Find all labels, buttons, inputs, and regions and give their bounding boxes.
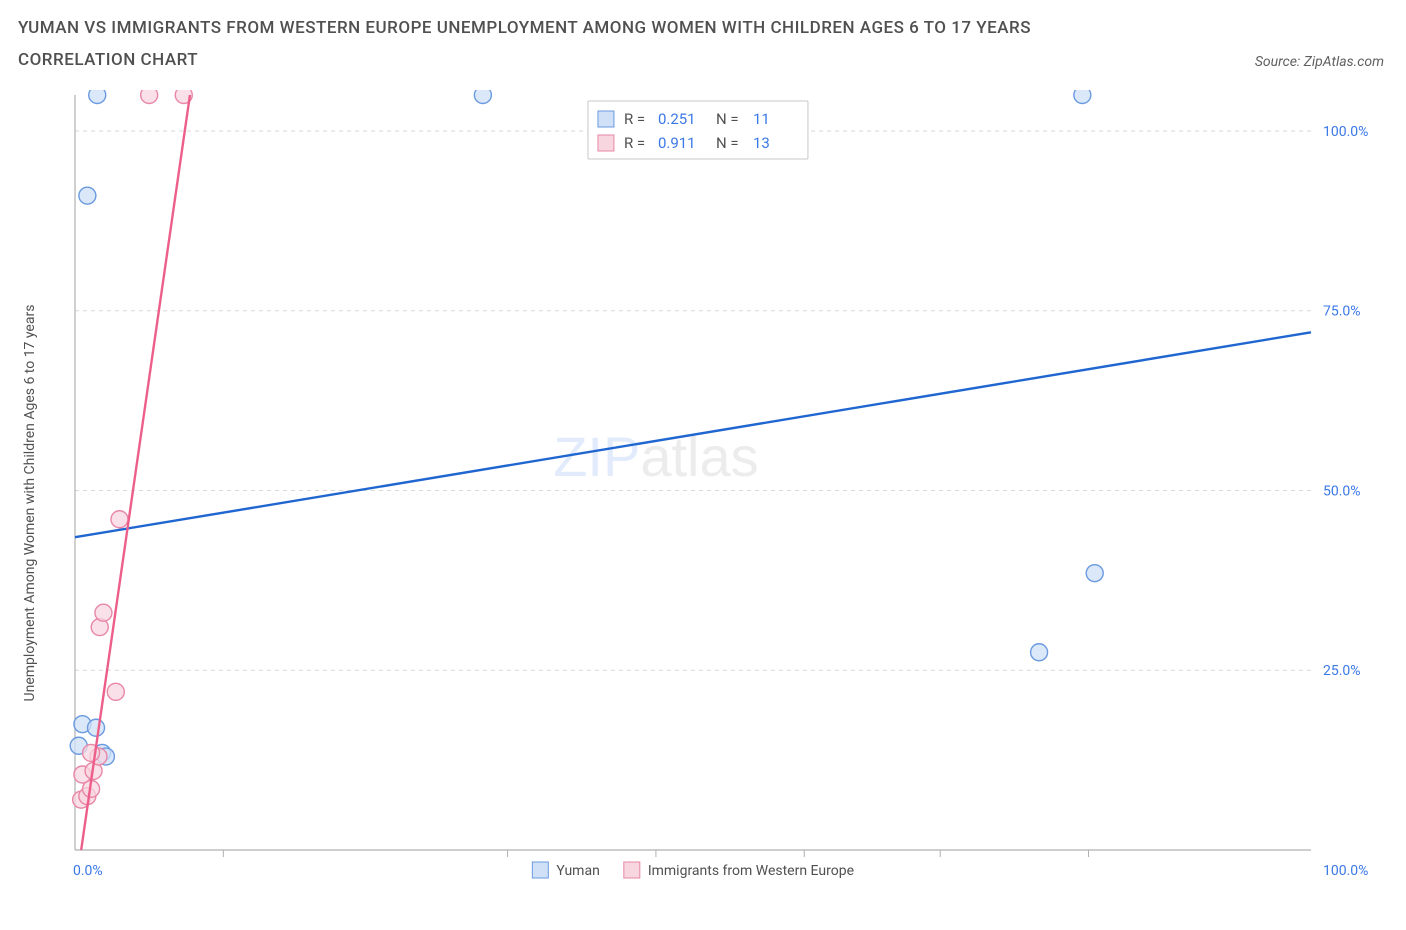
y-tick-label: 75.0% <box>1323 304 1361 320</box>
stat-n-value: 11 <box>753 110 770 128</box>
source-name: ZipAtlas.com <box>1304 54 1384 70</box>
stat-n-value: 13 <box>753 134 770 152</box>
data-point <box>89 90 106 104</box>
legend-swatch <box>598 111 614 127</box>
data-point <box>1031 644 1048 661</box>
data-point <box>1074 90 1091 104</box>
stats-legend <box>588 101 808 159</box>
stat-r-value: 0.911 <box>658 134 696 152</box>
stat-n-label: N = <box>716 134 739 152</box>
data-point <box>111 511 128 528</box>
data-point <box>1086 565 1103 582</box>
trend-line <box>75 332 1311 537</box>
legend-swatch <box>532 862 548 878</box>
data-point <box>107 683 124 700</box>
x-min-label: 0.0% <box>73 863 103 879</box>
y-axis-label: Unemployment Among Women with Children A… <box>22 253 38 753</box>
source-attribution: Source: ZipAtlas.com <box>1255 54 1384 70</box>
stat-r-label: R = <box>624 110 645 128</box>
y-tick-label: 25.0% <box>1323 663 1361 679</box>
x-max-label: 100.0% <box>1323 863 1368 879</box>
stat-r-value: 0.251 <box>658 110 696 128</box>
data-point <box>88 719 105 736</box>
legend-swatch <box>624 862 640 878</box>
stat-n-label: N = <box>716 110 739 128</box>
legend-label: Yuman <box>556 863 599 879</box>
data-point <box>79 187 96 204</box>
chart-container: Unemployment Among Women with Children A… <box>15 90 1391 915</box>
data-point <box>141 90 158 104</box>
y-tick-label: 100.0% <box>1323 124 1368 140</box>
stat-r-label: R = <box>624 134 645 152</box>
y-tick-label: 50.0% <box>1323 483 1361 499</box>
legend-label: Immigrants from Western Europe <box>648 863 854 879</box>
chart-title-line1: YUMAN VS IMMIGRANTS FROM WESTERN EUROPE … <box>18 12 1388 44</box>
watermark: ZIPatlas <box>553 425 758 488</box>
chart-title-line2: CORRELATION CHART <box>18 44 1388 76</box>
legend-swatch <box>598 135 614 151</box>
scatter-plot: 25.0% 50.0% 75.0% 100.0% 0.0% 100.0% ZIPatlas R… <box>65 90 1391 890</box>
trend-line <box>81 95 190 850</box>
data-point <box>95 604 112 621</box>
data-point <box>474 90 491 104</box>
source-prefix: Source: <box>1255 54 1304 70</box>
